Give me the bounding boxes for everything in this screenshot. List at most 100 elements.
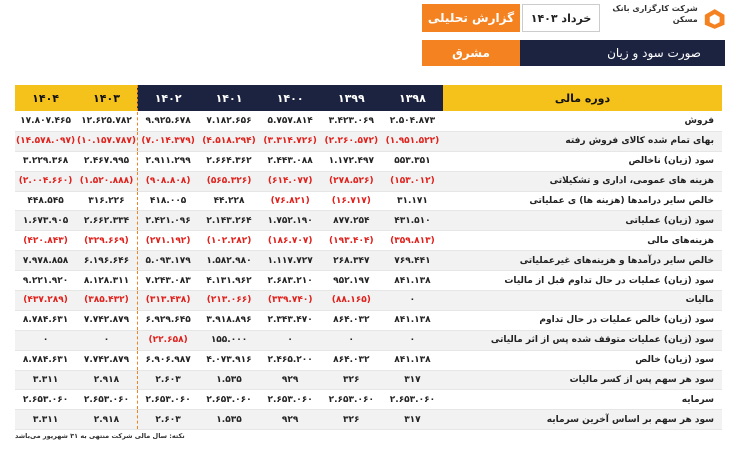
value-cell: ۲.۴۶۷.۹۹۵ [76, 151, 138, 172]
value-cell: ۷.۲۴۳.۰۸۳ [137, 270, 199, 292]
value-cell: ۹.۹۲۵.۶۷۸ [137, 111, 199, 132]
table-row: هزینه‌های مالی (۳۵۹.۸۱۳) (۱۹۳.۴۰۴) (۱۸۶.۷۰۷… [15, 230, 722, 252]
value-cell: ۲.۱۴۳.۲۶۴ [198, 210, 260, 232]
year-header: ۱۴۰۲ [137, 85, 199, 112]
value-cell: ۸۶۴.۰۳۲ [320, 310, 382, 331]
value-cell: ۸.۷۸۴.۶۳۱ [15, 350, 77, 371]
year-header: ۱۴۰۰ [259, 85, 321, 112]
income-statement-table: دوره مالی ۱۳۹۸ ۱۳۹۹ ۱۴۰۰ ۱۴۰۱ ۱۴۰۲ ۱۴۰۳ ۱۴۰۴ فر… [15, 85, 722, 431]
value-cell: ۸۶۴.۰۳۲ [320, 350, 382, 371]
table-row: مالیات ۰ (۸۸.۱۶۵) (۳۳۹.۷۴۰) (۲۱۳.۰۶۶) (۳۱۳.۴۳… [15, 290, 722, 311]
year-header: ۱۳۹۸ [381, 85, 443, 112]
value-cell: ۰ [15, 330, 77, 351]
company-name: شرکت کارگزاری بانک مسکن [612, 3, 698, 24]
table-body: فروش ۲.۵۰۴.۸۷۳ ۳.۴۲۳.۰۶۹ ۵.۷۵۷.۸۱۴ ۷.۱۸۲.۶۵۶… [15, 111, 722, 431]
value-cell: ۲.۵۰۴.۸۷۳ [381, 111, 443, 132]
row-label: فروش [443, 111, 722, 132]
year-header: ۱۴۰۴ [15, 85, 77, 112]
row-label: مالیات [443, 290, 722, 311]
value-cell: ۲.۳۴۳.۴۷۰ [259, 310, 321, 331]
value-cell: ۱.۷۵۲.۱۹۰ [259, 210, 321, 232]
row-label: سود هر سهم بر اساس آخرین سرمایه [443, 409, 722, 431]
value-cell: ۸۴۱.۱۳۸ [381, 350, 443, 371]
value-cell: ۲.۴۶۵.۲۰۰ [259, 350, 321, 371]
value-cell: ۱.۵۳۵ [198, 409, 260, 431]
value-cell: (۸۸.۱۶۵) [320, 290, 382, 311]
value-cell: ۳۱.۱۷۱ [381, 191, 443, 212]
value-cell: ۴۱۸.۰۰۵ [137, 191, 199, 212]
value-cell: ۰ [320, 330, 382, 351]
table-row: سود هر سهم پس از کسر مالیات ۳۱۷ ۳۲۶ ۹۲۹ ۱.۵۳… [15, 370, 722, 391]
value-cell: (۷۶.۸۲۱) [259, 191, 321, 212]
year-header: ۱۴۰۳ [76, 85, 138, 112]
report-date: خرداد ۱۴۰۳ [522, 4, 600, 32]
period-header: دوره مالی [443, 85, 722, 112]
value-cell: (۲۲.۶۵۸) [137, 330, 199, 351]
table-row: خالص سایر درامدها (هزینه ها) ی عملیاتی ۳۱… [15, 191, 722, 212]
value-cell: ۳۱۷ [381, 370, 443, 391]
ticker: مشرق [422, 40, 520, 66]
value-cell: ۱.۱۱۷.۷۲۷ [259, 250, 321, 272]
value-cell: ۵.۷۵۷.۸۱۴ [259, 111, 321, 132]
value-cell: ۳۱۶.۲۲۶ [76, 191, 138, 212]
value-cell: ۲.۶۵۳.۰۶۰ [381, 389, 443, 411]
value-cell: ۴.۱۳۱.۹۶۲ [198, 270, 260, 292]
table-row: سود (زیان) خالص عملیات در حال تداوم ۸۴۱.۱… [15, 310, 722, 331]
value-cell: ۷.۱۸۲.۶۵۶ [198, 111, 260, 132]
row-label: خالص سایر درآمدها و هزینه‌های غیرعملیاتی [443, 250, 722, 272]
value-cell: ۲.۶۵۳.۰۶۰ [76, 389, 138, 411]
value-cell: (۶۱۴.۰۷۷) [259, 171, 321, 192]
report-type: گزارش تحلیلی [422, 4, 520, 32]
value-cell: ۰ [259, 330, 321, 351]
row-label: هزینه های عمومی، اداری و تشکیلاتی [443, 171, 722, 192]
value-cell: (۱۰.۱۵۷.۷۸۷) [76, 131, 138, 152]
value-cell: ۰ [381, 290, 443, 311]
logo-icon [704, 9, 725, 29]
row-label: خالص سایر درامدها (هزینه ها) ی عملیاتی [443, 191, 722, 212]
value-cell: ۲.۹۱۸ [76, 370, 138, 391]
value-cell: (۳۳۹.۷۴۰) [259, 290, 321, 311]
value-cell: (۷.۰۱۴.۳۷۹) [137, 131, 199, 152]
value-cell: (۱۰۲.۲۸۲) [198, 230, 260, 252]
value-cell: (۲۷۱.۱۹۲) [137, 230, 199, 252]
value-cell: ۲.۴۲۱.۰۹۶ [137, 210, 199, 232]
year-header: ۱۴۰۱ [198, 85, 260, 112]
value-cell: (۳.۳۱۴.۷۲۶) [259, 131, 321, 152]
value-cell: ۰ [76, 330, 138, 351]
value-cell: (۲۱۳.۰۶۶) [198, 290, 260, 311]
value-cell: ۴.۰۷۳.۹۱۶ [198, 350, 260, 371]
value-cell: (۲.۰۰۴.۶۶۰) [15, 171, 77, 192]
value-cell: (۵۶۵.۳۲۶) [198, 171, 260, 192]
table-row: سرمایه ۲.۶۵۳.۰۶۰ ۲.۶۵۳.۰۶۰ ۲.۶۵۳.۰۶۰ ۲.۶۵۳.۰… [15, 389, 722, 411]
value-cell: (۳۵۹.۸۱۳) [381, 230, 443, 252]
row-label: سود (زیان) عملیات متوقف شده پس از اثر ما… [443, 330, 722, 351]
value-cell: ۳.۳۱۱ [15, 409, 77, 431]
table-row: هزینه های عمومی، اداری و تشکیلاتی (۱۵۳.۰۱… [15, 171, 722, 192]
value-cell: ۰ [381, 330, 443, 351]
value-cell: (۱۴.۵۷۸.۰۹۷) [15, 131, 77, 152]
value-cell: ۴۴.۲۲۸ [198, 191, 260, 212]
value-cell: ۲.۶۵۳.۰۶۰ [15, 389, 77, 411]
value-cell: ۲.۶۰۳ [137, 370, 199, 391]
value-cell: ۲.۶۶۴.۳۶۲ [198, 151, 260, 172]
value-cell: ۶.۱۹۶.۶۴۶ [76, 250, 138, 272]
value-cell: ۱.۶۷۳.۹۰۵ [15, 210, 77, 232]
value-cell: ۷.۹۷۸.۸۵۸ [15, 250, 77, 272]
value-cell: (۲.۲۶۰.۵۷۲) [320, 131, 382, 152]
value-cell: ۷۶۹.۴۴۱ [381, 250, 443, 272]
value-cell: ۹۲۹ [259, 370, 321, 391]
value-cell: ۹۲۹ [259, 409, 321, 431]
value-cell: ۲.۹۱۸ [76, 409, 138, 431]
value-cell: ۲.۶۵۳.۰۶۰ [320, 389, 382, 411]
value-cell: ۹۵۲.۱۹۷ [320, 270, 382, 292]
value-cell: ۳.۴۲۳.۰۶۹ [320, 111, 382, 132]
value-cell: (۱.۵۲۰.۸۸۸) [76, 171, 138, 192]
value-cell: ۱.۵۸۲.۹۸۰ [198, 250, 260, 272]
value-cell: (۳۱۳.۴۳۸) [137, 290, 199, 311]
value-cell: ۸۴۱.۱۳۸ [381, 310, 443, 331]
value-cell: ۳.۳۱۱ [15, 370, 77, 391]
value-cell: (۳۲۹.۶۶۹) [76, 230, 138, 252]
value-cell: ۵.۰۹۳.۱۷۹ [137, 250, 199, 272]
value-cell: ۴۴۸.۵۴۵ [15, 191, 77, 212]
value-cell: (۹۰۸.۸۰۸) [137, 171, 199, 192]
